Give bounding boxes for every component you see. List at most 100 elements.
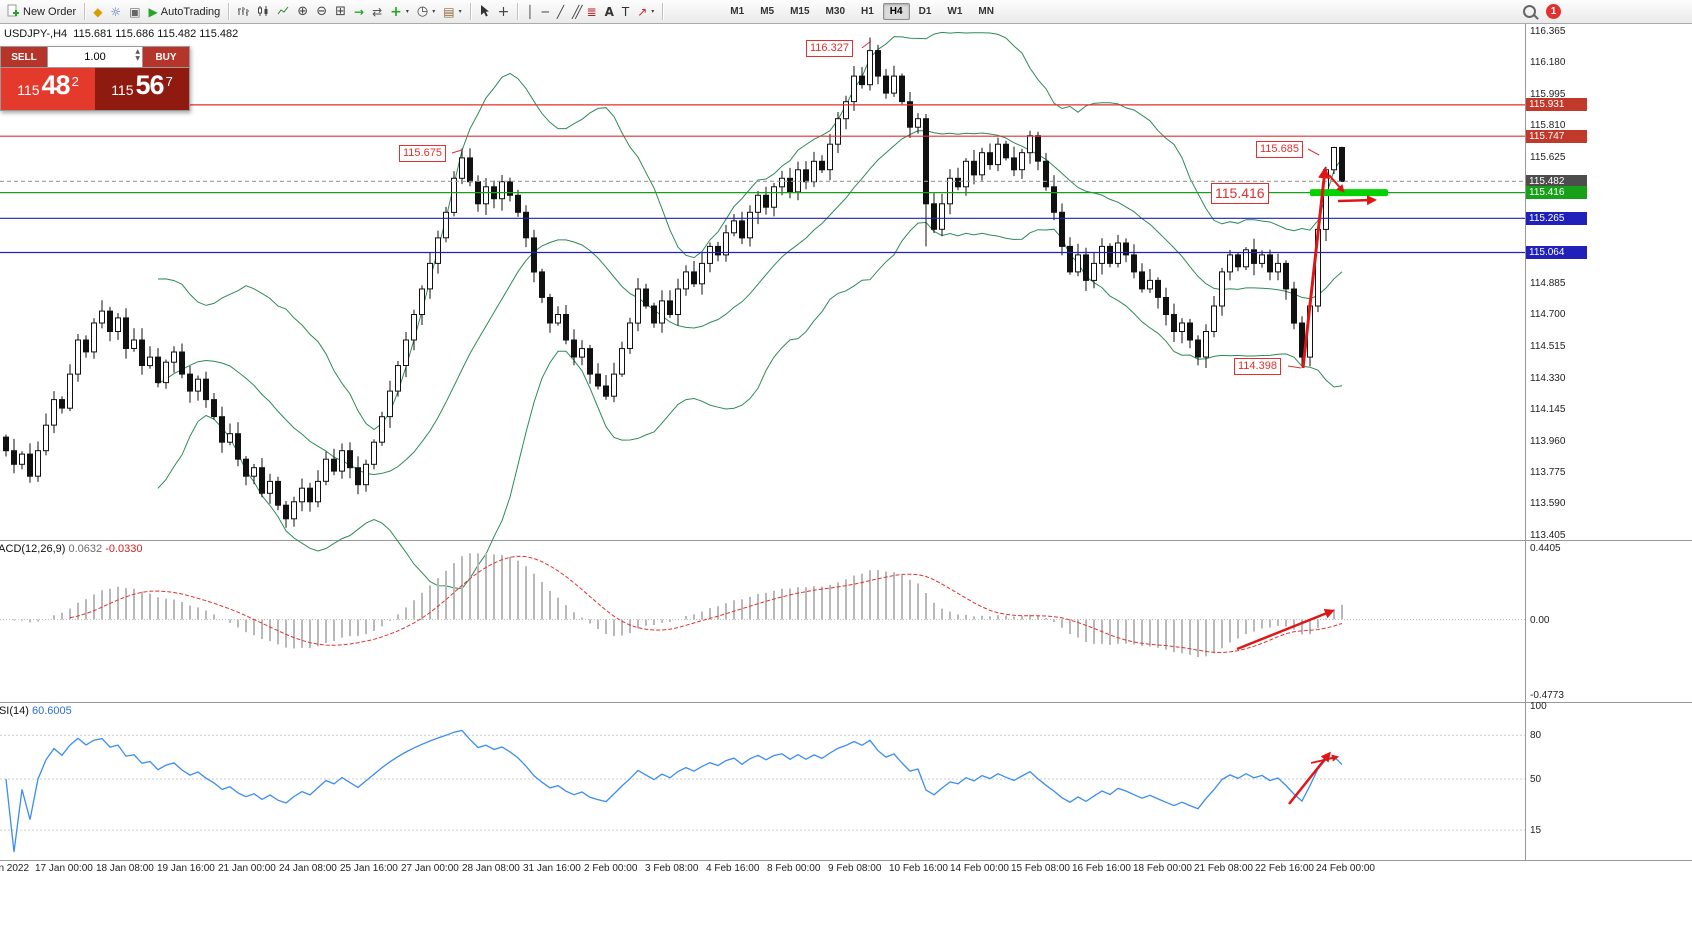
vertical-line-button[interactable]: │ (522, 2, 537, 22)
chevron-down-icon: ▾ (651, 9, 655, 15)
zoom-in-button[interactable]: ⊕ (293, 2, 312, 22)
sell-price-prefix: 115 (17, 82, 40, 98)
tile-windows-button[interactable]: ⊞ (331, 2, 350, 22)
timeframe-M5[interactable]: M5 (753, 3, 781, 20)
text-button[interactable]: A (601, 2, 618, 22)
chevron-down-icon: ▾ (432, 9, 436, 15)
chart-ohlc-header: USDJPY-,H4 115.681 115.686 115.482 115.4… (4, 28, 238, 40)
buy-price-sup: 7 (165, 74, 173, 89)
trade-controls-row: SELL 1.00 ▲ ▼ BUY (1, 47, 189, 68)
new-order-button[interactable]: New Order (3, 2, 80, 22)
buy-price-prefix: 115 (111, 82, 134, 98)
zoom-in-icon: ⊕ (297, 4, 309, 19)
sell-price-big: 48 (41, 70, 71, 100)
fullscreen-icon: ▣ (129, 4, 141, 19)
drawn-arrow (1236, 608, 1335, 651)
arrows-tool-icon: ↗ (637, 4, 648, 19)
annotation-callout (861, 40, 872, 49)
search-icon[interactable] (1523, 5, 1536, 18)
timeframe-H1[interactable]: H1 (854, 3, 881, 20)
rsi-name: RSI(14) (0, 705, 29, 717)
options-button[interactable]: ☼ (106, 2, 125, 22)
arrows-tool-button[interactable]: ↗ ▾ (633, 2, 658, 22)
new-order-label: New Order (23, 5, 77, 18)
buy-button[interactable]: BUY (143, 47, 189, 67)
annotation-callout (1287, 365, 1302, 369)
fibonacci-icon: ≣ (586, 4, 597, 19)
equidistant-channel-icon: ╱╱ (572, 4, 583, 19)
trendline-button[interactable]: ╱ (553, 2, 568, 22)
timeframe-D1[interactable]: D1 (912, 3, 939, 20)
periods-clock-icon: ◷ (416, 4, 429, 19)
macd-name: MACD(12,26,9) (0, 543, 66, 555)
tile-windows-icon: ⊞ (335, 4, 347, 19)
text-label-button[interactable]: T (618, 2, 633, 22)
chart-shift-button[interactable]: ⇄ (368, 2, 386, 22)
candlestick-chart-button[interactable] (253, 2, 273, 22)
rsi-line (5, 729, 1343, 853)
annotation-callout (1307, 148, 1320, 156)
drawn-arrow (1337, 195, 1377, 206)
macd-label: MACD(12,26,9) 0.0632 -0.0330 (0, 543, 143, 555)
rsi-value: 60.6005 (31, 705, 72, 717)
text-icon: A (604, 4, 614, 19)
buy-price-display[interactable]: 115 56 7 (95, 68, 189, 110)
zoom-out-icon: ⊖ (316, 4, 328, 19)
auto-scroll-button[interactable]: → (350, 2, 368, 22)
new-order-icon (7, 4, 20, 19)
sell-price-sup: 2 (71, 74, 79, 89)
fullscreen-button[interactable]: ▣ (125, 2, 144, 22)
add-indicator-icon: + (390, 3, 402, 20)
ohlc-values: 115.681 115.686 115.482 115.482 (73, 28, 239, 40)
crosshair-icon: + (497, 3, 510, 20)
autotrading-icon: ▶ (148, 4, 158, 19)
sell-button[interactable]: SELL (1, 47, 47, 67)
volume-value: 1.00 (84, 51, 106, 63)
candlestick-chart-icon (257, 5, 269, 19)
volume-stepper[interactable]: ▲ ▼ (135, 48, 140, 62)
channel-button[interactable]: ╱╱ (568, 2, 583, 22)
templates-button[interactable]: ▤ ▾ (439, 2, 465, 22)
stepper-down-icon[interactable]: ▼ (135, 55, 140, 63)
notification-badge[interactable]: 1 (1546, 4, 1561, 19)
timeframe-M1[interactable]: M1 (723, 3, 751, 20)
drawn-arrow (1301, 166, 1331, 369)
drawn-arrow (1310, 754, 1340, 764)
line-chart-button[interactable] (273, 2, 293, 22)
zoom-out-button[interactable]: ⊖ (312, 2, 331, 22)
toolbar-separator (228, 3, 230, 20)
chevron-down-icon: ▾ (458, 9, 462, 15)
cursor-button[interactable] (475, 2, 494, 22)
macd-histogram (13, 553, 1343, 657)
macd-signal-line (69, 555, 1343, 654)
toolbar-separator (469, 3, 471, 20)
indicators-button[interactable]: + ▾ (386, 2, 413, 22)
toolbar-separator (517, 3, 519, 20)
timeframe-MN[interactable]: MN (971, 3, 1001, 20)
macd-signal-value: -0.0330 (105, 543, 143, 555)
highlight-zone (1310, 189, 1388, 197)
timeframe-M30[interactable]: M30 (819, 3, 852, 20)
chart-shift-icon: ⇄ (372, 4, 383, 19)
bar-chart-button[interactable] (233, 2, 253, 22)
volume-field[interactable]: 1.00 ▲ ▼ (47, 47, 143, 67)
toolbar-separator (84, 3, 86, 20)
toolbar-right: 1 (1523, 4, 1689, 19)
line-chart-icon (277, 5, 289, 19)
sell-price-display[interactable]: 115 48 2 (1, 68, 95, 110)
symbol-period-label: USDJPY-,H4 (4, 28, 68, 40)
bar-chart-icon (237, 5, 250, 19)
auto-scroll-icon: → (354, 4, 365, 19)
timeframe-M15[interactable]: M15 (783, 3, 816, 20)
fibonacci-button[interactable]: ≣ (583, 2, 601, 22)
metaeditor-button[interactable]: ◆ (89, 2, 106, 22)
timeframe-H4[interactable]: H4 (882, 3, 910, 20)
crosshair-button[interactable]: + (494, 2, 514, 22)
stepper-up-icon[interactable]: ▲ (135, 48, 140, 55)
toolbar: New Order ◆ ☼ ▣ ▶ AutoTrading ⊕ ⊖ ⊞ → ⇄ … (0, 0, 1692, 24)
periods-button[interactable]: ◷ ▾ (413, 2, 439, 22)
timeframe-W1[interactable]: W1 (940, 3, 969, 20)
horizontal-line-button[interactable]: ─ (538, 2, 553, 22)
autotrading-button[interactable]: ▶ AutoTrading (145, 2, 225, 22)
